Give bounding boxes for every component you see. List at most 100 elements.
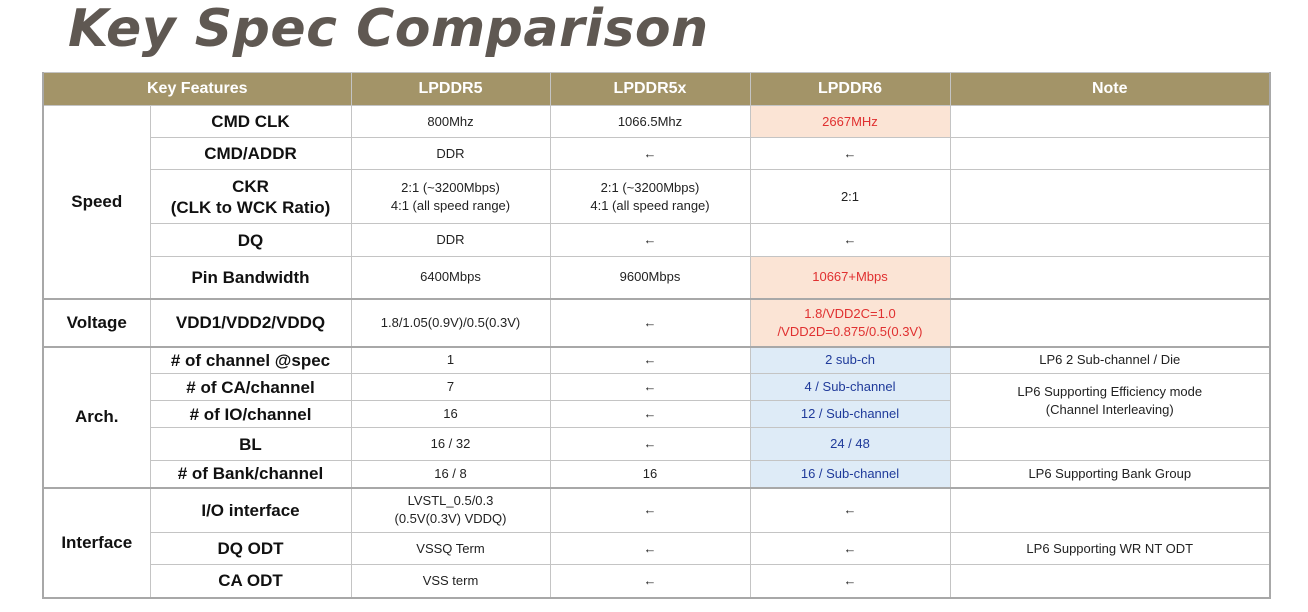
lpddr6-cell: ← <box>749 486 951 533</box>
header-lpddr5x: LPDDR5x <box>549 72 751 106</box>
note-cell <box>949 427 1271 461</box>
feature-cell: # of channel @spec <box>149 345 352 374</box>
note-line: (Channel Interleaving) <box>1045 401 1174 417</box>
lpddr6-cell: 4 / Sub-channel <box>749 373 951 401</box>
lpddr5-cell: 2:1 (~3200Mbps) 4:1 (all speed range) <box>350 169 551 224</box>
table-row: # of Bank/channel 16 / 8 16 16 / Sub-cha… <box>43 460 1271 488</box>
cell-line: 4:1 (all speed range) <box>390 197 511 213</box>
lpddr5x-cell: ← <box>549 223 751 257</box>
feature-cell: CA ODT <box>149 564 352 598</box>
table-row: Arch. # of channel @spec 1 ← 2 sub-ch LP… <box>42 345 1271 488</box>
lpddr6-cell: 2:1 <box>749 169 951 224</box>
lpddr5x-cell: ← <box>549 373 751 401</box>
note-cell <box>949 486 1271 533</box>
header-row: Key Features LPDDR5 LPDDR5x LPDDR6 Note <box>42 72 1271 106</box>
cell-line: LVSTL_0.5/0.3 <box>407 493 494 509</box>
lpddr5-cell: 1 <box>350 345 551 374</box>
note-cell <box>949 169 1271 224</box>
note-cell: LP6 2 Sub-channel / Die <box>949 345 1271 374</box>
lpddr5x-cell: ← <box>549 400 751 428</box>
feature-cell: I/O interface <box>149 486 352 533</box>
lpddr5-cell: LVSTL_0.5/0.3 (0.5V(0.3V) VDDQ) <box>350 486 551 533</box>
lpddr5x-cell: ← <box>549 137 751 170</box>
feature-line: CKR <box>232 176 269 196</box>
lpddr6-cell: 2 sub-ch <box>749 345 951 374</box>
lpddr6-cell: 10667+Mbps <box>749 256 951 299</box>
feature-cell: CMD/ADDR <box>149 137 352 170</box>
page-title: Key Spec Comparison <box>68 0 709 59</box>
lpddr5-cell: DDR <box>350 223 551 257</box>
lpddr6-cell: ← <box>749 532 951 565</box>
header-lpddr6: LPDDR6 <box>749 72 951 106</box>
feature-cell: # of Bank/channel <box>149 460 352 488</box>
cell-line: (0.5V(0.3V) VDDQ) <box>394 511 507 527</box>
lpddr5x-cell: ← <box>549 297 751 347</box>
feature-cell: CMD CLK <box>149 105 352 138</box>
feature-cell: CKR (CLK to WCK Ratio) <box>149 169 352 224</box>
lpddr5-cell: VSSQ Term <box>350 532 551 565</box>
feature-cell: Pin Bandwidth <box>149 256 352 299</box>
note-cell <box>949 564 1271 598</box>
note-cell <box>949 297 1271 347</box>
note-cell <box>949 105 1271 138</box>
lpddr5x-cell: 2:1 (~3200Mbps) 4:1 (all speed range) <box>549 169 751 224</box>
table-row: # of CA/channel 7 ← 4 / Sub-channel LP6 … <box>43 373 1271 428</box>
lpddr6-cell: ← <box>749 223 951 257</box>
table-row: DQ ODT VSSQ Term ← ← LP6 Supporting WR N… <box>43 532 1271 565</box>
note-line: LP6 Supporting Efficiency mode <box>1017 383 1203 399</box>
feature-cell: DQ ODT <box>149 532 352 565</box>
group-speed: Speed <box>42 105 151 299</box>
note-cell <box>949 256 1271 299</box>
feature-line: (CLK to WCK Ratio) <box>170 197 331 217</box>
lpddr5-cell: DDR <box>350 137 551 170</box>
cell-line: 4:1 (all speed range) <box>590 197 710 213</box>
lpddr5-cell: 16 <box>350 400 551 428</box>
lpddr5-cell: VSS term <box>350 564 551 598</box>
feature-cell: # of CA/channel <box>149 373 352 401</box>
lpddr5-cell: 6400Mbps <box>350 256 551 299</box>
table-row: CMD/ADDR DDR ← ← <box>43 137 1271 170</box>
header-note: Note <box>949 72 1271 106</box>
feature-cell: # of IO/channel <box>149 400 352 428</box>
lpddr5x-cell: ← <box>549 486 751 533</box>
note-cell <box>949 137 1271 170</box>
lpddr5x-cell: 1066.5Mhz <box>549 105 751 138</box>
lpddr5-cell: 16 / 32 <box>350 427 551 461</box>
table-row: CA ODT VSS term ← ← <box>43 564 1271 598</box>
header-key-features: Key Features <box>42 72 352 106</box>
note-cell <box>949 223 1271 257</box>
cell-line: 2:1 (~3200Mbps) <box>401 179 500 195</box>
lpddr5x-cell: ← <box>549 532 751 565</box>
table-row: CKR (CLK to WCK Ratio) 2:1 (~3200Mbps) 4… <box>43 169 1271 224</box>
group-arch: Arch. <box>42 345 151 488</box>
feature-cell: DQ <box>149 223 352 257</box>
group-interface: Interface <box>42 486 151 598</box>
lpddr6-cell: 2667MHz <box>749 105 951 138</box>
lpddr6-cell: 1.8/VDD2C=1.0 /VDD2D=0.875/0.5(0.3V) <box>749 297 951 347</box>
note-cell: LP6 Supporting Efficiency mode (Channel … <box>949 373 1271 428</box>
cell-line: 1.8/VDD2C=1.0 <box>804 305 896 321</box>
table-row: Speed CMD CLK 800Mhz 1066.5Mhz 2667MHz <box>42 105 1271 299</box>
table-row: BL 16 / 32 ← 24 / 48 <box>43 427 1271 461</box>
lpddr6-cell: 12 / Sub-channel <box>749 400 951 428</box>
table-row: Pin Bandwidth 6400Mbps 9600Mbps 10667+Mb… <box>43 256 1271 299</box>
table-row: Interface I/O interface LVSTL_0.5/0.3 (0… <box>42 486 1271 598</box>
table-row: DQ DDR ← ← <box>43 223 1271 257</box>
note-cell: LP6 Supporting WR NT ODT <box>949 532 1271 565</box>
lpddr5-cell: 1.8/1.05(0.9V)/0.5(0.3V) <box>350 297 551 347</box>
lpddr5-cell: 16 / 8 <box>350 460 551 488</box>
lpddr5x-cell: 16 <box>549 460 751 488</box>
group-voltage: Voltage <box>42 297 151 347</box>
cell-line: /VDD2D=0.875/0.5(0.3V) <box>777 323 923 339</box>
feature-cell: BL <box>149 427 352 461</box>
header-lpddr5: LPDDR5 <box>350 72 551 106</box>
note-cell: LP6 Supporting Bank Group <box>949 460 1271 488</box>
lpddr5x-cell: ← <box>549 427 751 461</box>
lpddr6-cell: ← <box>749 564 951 598</box>
lpddr5x-cell: 9600Mbps <box>549 256 751 299</box>
lpddr6-cell: ← <box>749 137 951 170</box>
feature-cell: VDD1/VDD2/VDDQ <box>149 297 352 347</box>
lpddr5-cell: 800Mhz <box>350 105 551 138</box>
lpddr5x-cell: ← <box>549 564 751 598</box>
lpddr6-cell: 24 / 48 <box>749 427 951 461</box>
